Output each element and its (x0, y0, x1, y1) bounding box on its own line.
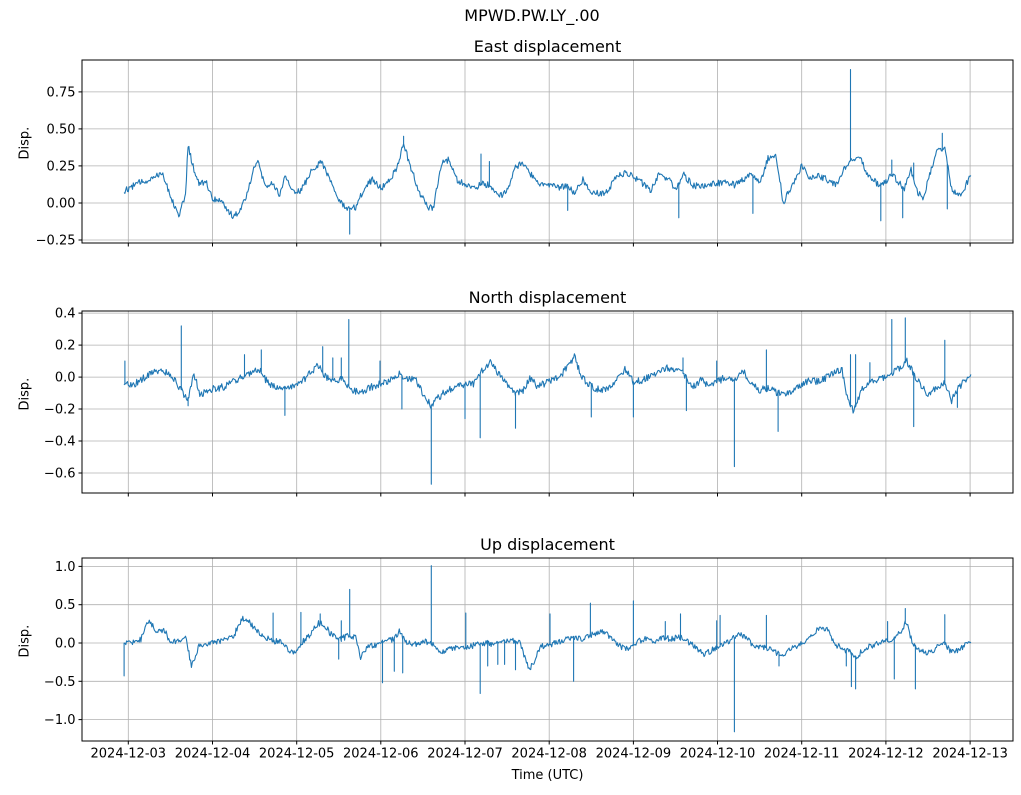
x-tick-label: 2024-12-04 (175, 747, 251, 762)
y-tick-label: −1.0 (44, 713, 76, 728)
y-tick-label: −0.4 (44, 435, 76, 450)
x-tick-label: 2024-12-12 (848, 747, 924, 762)
axes-spines (81, 310, 1014, 494)
x-tick-label: 2024-12-07 (427, 747, 503, 762)
y-tick-label: 0.0 (55, 371, 76, 386)
y-axis-label-east: Disp. (17, 126, 33, 160)
data-line-east (123, 69, 972, 235)
y-tick-label: 0.4 (55, 307, 76, 322)
y-tick-label: −0.5 (44, 675, 76, 690)
y-tick-label: −0.25 (36, 234, 76, 249)
y-tick-label: 0.5 (55, 598, 76, 613)
y-tick-label: −0.6 (44, 467, 76, 482)
y-tick-label: 0.75 (47, 85, 76, 100)
panel-title-east: East displacement (473, 37, 622, 56)
x-tick-label: 2024-12-08 (511, 747, 587, 762)
y-axis-label-up: Disp. (17, 624, 33, 658)
x-tick-label: 2024-12-10 (680, 747, 756, 762)
y-axis-label-north: Disp. (17, 377, 33, 411)
y-tick-label: 0.50 (47, 122, 76, 137)
x-tick-label: 2024-12-06 (343, 747, 419, 762)
axes-spines (81, 557, 1014, 742)
y-tick-label: 0.25 (47, 159, 76, 174)
panel-title-north: North displacement (468, 288, 627, 307)
y-tick-label: 0.2 (55, 339, 76, 354)
data-line-up (123, 565, 972, 733)
x-axis-label: Time (UTC) (511, 768, 584, 783)
y-tick-label: 1.0 (55, 560, 76, 575)
x-tick-label: 2024-12-11 (764, 747, 840, 762)
x-tick-label: 2024-12-13 (932, 747, 1008, 762)
x-tick-label: 2024-12-03 (91, 747, 167, 762)
x-tick-label: 2024-12-05 (259, 747, 335, 762)
y-tick-label: 0.0 (55, 637, 76, 652)
y-tick-label: 0.00 (47, 197, 76, 212)
axes-spines (81, 59, 1014, 244)
figure-title: MPWD.PW.LY_.00 (464, 6, 600, 25)
x-tick-label: 2024-12-09 (596, 747, 672, 762)
y-tick-label: −0.2 (44, 403, 76, 418)
data-line-north (123, 317, 972, 485)
panel-title-up: Up displacement (480, 535, 615, 554)
